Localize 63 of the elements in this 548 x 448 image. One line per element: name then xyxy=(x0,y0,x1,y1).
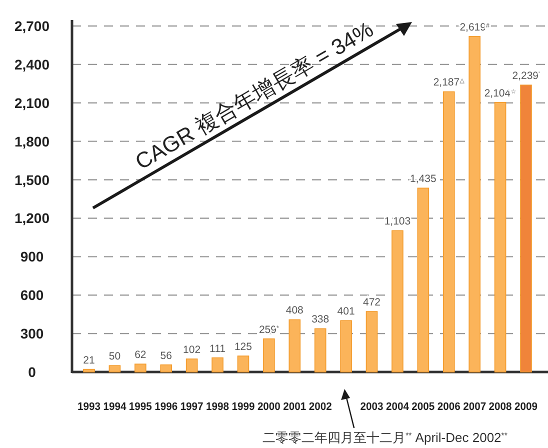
bar xyxy=(468,36,480,372)
y-tick-label: 900 xyxy=(20,248,44,265)
y-tick-label: 0 xyxy=(28,364,36,380)
data-label: 1,103 xyxy=(384,216,411,228)
y-tick-label: 1,800 xyxy=(14,133,50,150)
x-tick-label: 2001 xyxy=(283,401,308,413)
data-label: 21 xyxy=(83,354,95,366)
x-tick-label: 1995 xyxy=(128,401,154,413)
bar xyxy=(494,102,506,372)
x-tick-label: 1998 xyxy=(206,401,231,413)
x-tick-label: 2002 xyxy=(308,401,334,413)
x-tick-label: 2007 xyxy=(463,401,488,413)
x-tick-label: 2000 xyxy=(257,401,282,413)
data-label: 2,104$^{☆}$ xyxy=(484,87,517,100)
bar xyxy=(520,84,532,372)
data-label: 401 xyxy=(337,306,355,318)
text: 二零零二年四月至十二月$^{**}$ April-Dec 2002$^{**}$ xyxy=(262,430,508,445)
y-tick-label: 600 xyxy=(20,287,44,304)
x-tick-label: 2004 xyxy=(386,401,410,413)
bar xyxy=(237,356,250,372)
data-label: 408 xyxy=(286,304,304,317)
bar xyxy=(160,364,172,372)
data-label: 338 xyxy=(312,314,330,326)
x-tick-label: 1996 xyxy=(154,401,180,413)
bar xyxy=(314,328,326,372)
data-label: 102 xyxy=(183,344,201,356)
bar xyxy=(392,230,404,372)
data-label: 125 xyxy=(234,340,252,353)
data-label: 259$^{*}$ xyxy=(258,324,280,336)
bar xyxy=(340,320,352,372)
x-tick-label: 1994 xyxy=(103,401,128,413)
y-tick-label: 2,700 xyxy=(14,18,50,34)
bar xyxy=(442,91,455,372)
data-label: 62 xyxy=(134,349,146,362)
y-tick-label: 1,200 xyxy=(14,210,50,226)
data-label: 472 xyxy=(363,296,381,309)
x-tick-label: 2008 xyxy=(488,401,514,413)
bar xyxy=(186,358,198,372)
data-label: 2,239$^{'}$ xyxy=(512,70,540,82)
bar xyxy=(288,319,301,372)
bar xyxy=(83,368,95,372)
y-tick-label: 300 xyxy=(20,326,44,342)
data-label: 111 xyxy=(210,342,226,355)
data-label: 2,187$^{△}$ xyxy=(433,76,465,89)
x-tick-label: 1997 xyxy=(180,401,205,413)
y-tick-label: 2,100 xyxy=(14,94,50,111)
bar xyxy=(108,365,121,372)
x-tick-label: 2009 xyxy=(514,401,539,413)
data-label: 56 xyxy=(160,350,172,362)
bar xyxy=(212,357,224,372)
data-label: 50 xyxy=(108,350,121,363)
bar xyxy=(134,364,146,372)
x-tick-label: 2006 xyxy=(437,401,462,413)
data-label: 2,619$^{#}$ xyxy=(460,21,490,34)
bar xyxy=(366,311,378,372)
bar xyxy=(263,338,275,372)
y-tick-label: 2,400 xyxy=(14,56,50,72)
y-tick-label: 1,500 xyxy=(14,172,50,188)
x-tick-label: 1999 xyxy=(232,401,256,413)
x-tick-label: 2005 xyxy=(412,401,436,413)
x-tick-label: 2003 xyxy=(360,401,385,413)
bar xyxy=(417,188,430,372)
x-tick-label: 1993 xyxy=(78,401,102,413)
